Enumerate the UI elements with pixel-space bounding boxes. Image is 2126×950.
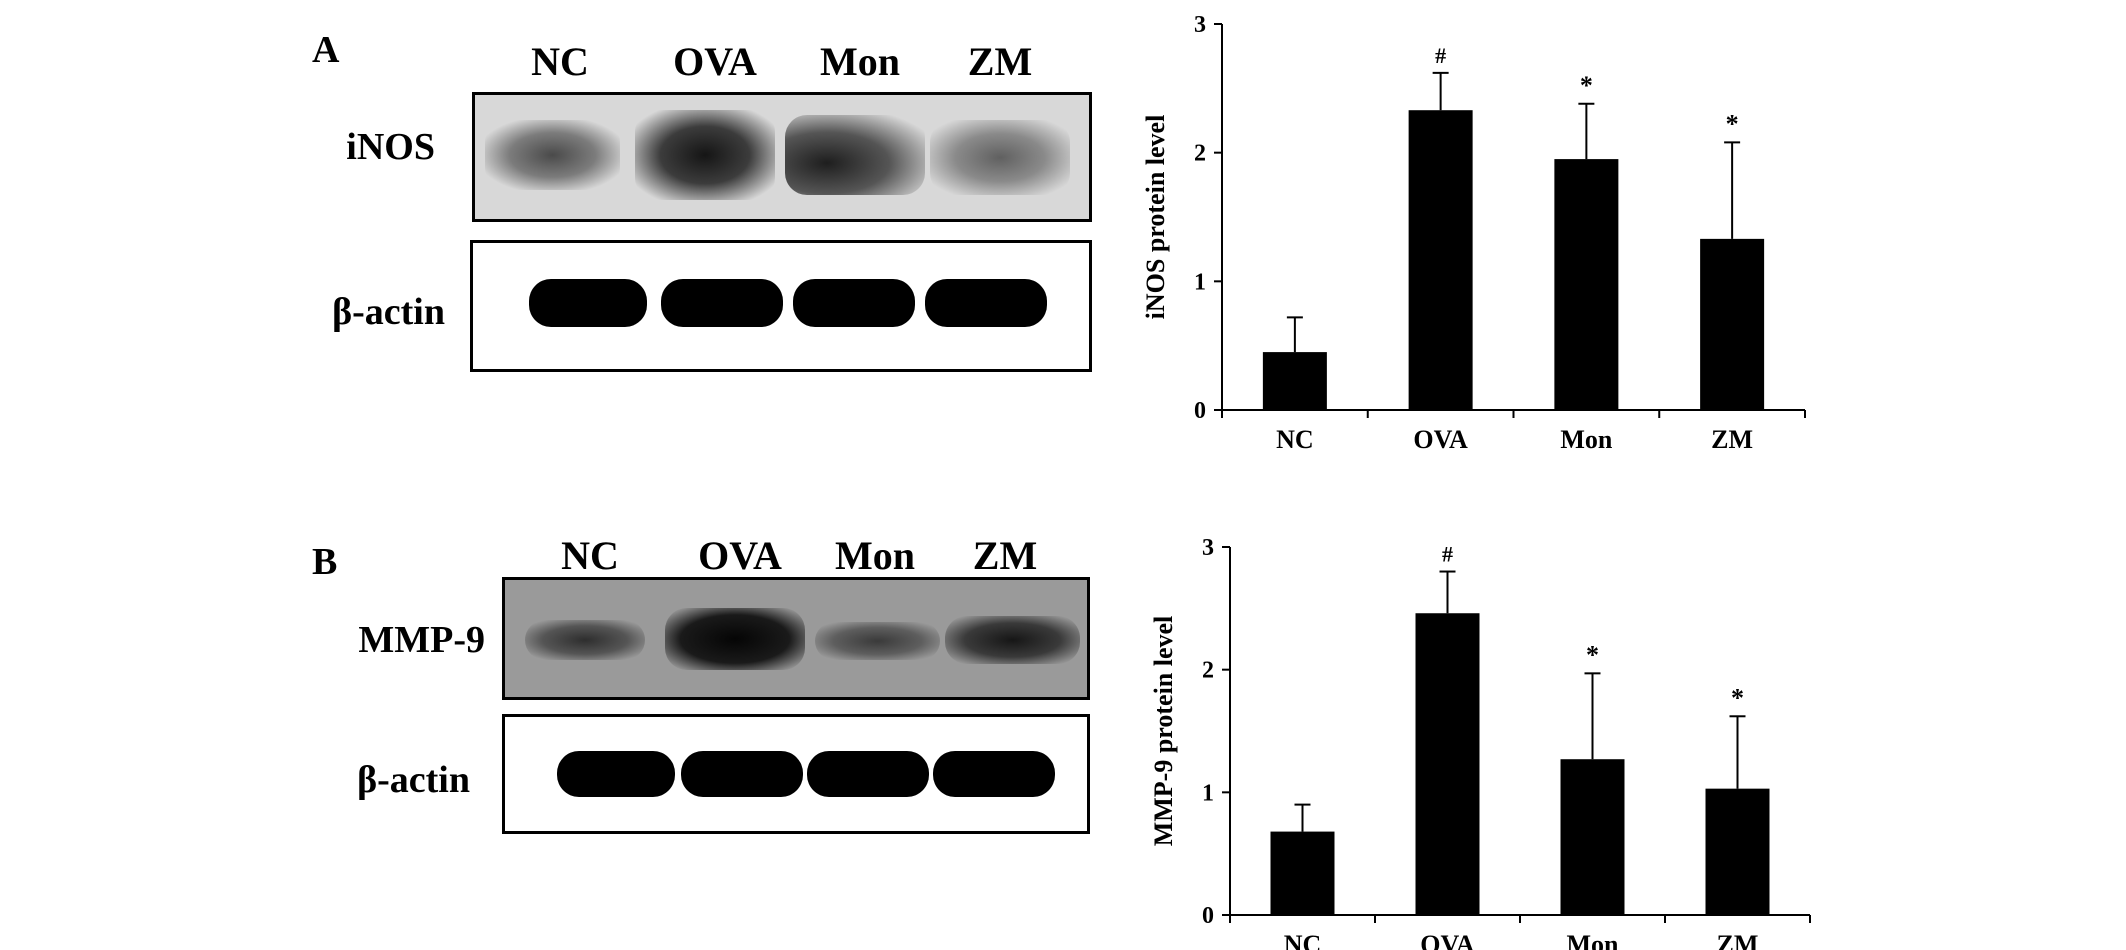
actin-band-ova-a	[661, 279, 783, 327]
y-axis-label: MMP-9 protein level	[1149, 616, 1178, 847]
inos-band-nc	[485, 120, 620, 190]
inos-band-ova	[635, 110, 775, 200]
mmp9-band-mon	[815, 622, 940, 660]
loading-label-actin-a: β-actin	[332, 291, 445, 333]
actin-blot-a	[470, 240, 1092, 372]
lane-label-mon-b: Mon	[835, 533, 915, 578]
mmp9-band-zm	[945, 616, 1080, 664]
significance-mark: #	[1435, 43, 1446, 68]
panel-letter-a: A	[312, 29, 340, 71]
mmp9-bar-chart: 0 1 2 3 NC # OVA * Mon * ZM MMP-9 protein level	[1149, 535, 1811, 950]
lane-label-zm-b: ZM	[972, 533, 1038, 578]
x-tick-label: Mon	[1560, 425, 1613, 454]
significance-mark: #	[1442, 542, 1453, 567]
significance-mark: *	[1726, 109, 1739, 138]
inos-blot	[472, 92, 1092, 222]
significance-mark: *	[1580, 71, 1593, 100]
actin-blot-b	[502, 714, 1090, 834]
actin-band-zm-b	[933, 751, 1055, 797]
inos-band-zm	[930, 120, 1070, 195]
actin-band-mon-a	[793, 279, 915, 327]
bar-ova	[1415, 613, 1480, 915]
bar-mon	[1560, 759, 1625, 915]
y-tick-label: 1	[1194, 269, 1206, 295]
loading-label-actin-b: β-actin	[357, 759, 470, 801]
lane-label-ova-b: OVA	[698, 533, 782, 578]
panel-letter-b: B	[312, 541, 338, 583]
x-tick-label: NC	[1276, 425, 1314, 454]
actin-band-nc-a	[529, 279, 647, 327]
x-tick-label: OVA	[1413, 425, 1468, 454]
mmp9-blot	[502, 577, 1090, 700]
significance-mark: *	[1586, 640, 1599, 669]
lane-label-ova: OVA	[673, 39, 757, 84]
x-tick-label: Mon	[1567, 930, 1620, 950]
mmp9-band-nc	[525, 620, 645, 660]
actin-band-ova-b	[681, 751, 803, 797]
bar-nc	[1270, 831, 1335, 915]
y-axis-label: iNOS protein level	[1141, 115, 1170, 320]
bar-nc	[1262, 352, 1327, 410]
mmp9-band-ova	[665, 608, 805, 670]
actin-band-nc-b	[557, 751, 675, 797]
actin-band-zm-a	[925, 279, 1047, 327]
x-tick-label: NC	[1284, 930, 1322, 950]
inos-bar-chart: 0 1 2 3 NC # OVA * Mon * ZM iNOS protein level	[1141, 12, 1806, 454]
lane-label-nc: NC	[531, 39, 589, 84]
x-tick-label: ZM	[1711, 425, 1753, 454]
y-tick-label: 0	[1202, 903, 1214, 929]
y-tick-label: 3	[1202, 535, 1214, 561]
lane-label-mon: Mon	[820, 39, 900, 84]
bar-zm	[1700, 238, 1765, 410]
y-tick-label: 0	[1194, 398, 1206, 424]
actin-band-mon-b	[807, 751, 929, 797]
y-tick-label: 2	[1202, 658, 1214, 684]
bar-ova	[1408, 110, 1473, 410]
target-label-mmp9: MMP-9	[358, 619, 485, 661]
significance-mark: *	[1731, 683, 1744, 712]
x-tick-label: ZM	[1717, 930, 1759, 950]
y-tick-label: 3	[1194, 12, 1206, 38]
y-tick-label: 1	[1202, 780, 1214, 806]
target-label-inos: iNOS	[346, 126, 435, 168]
y-tick-label: 2	[1194, 141, 1206, 167]
bar-zm	[1705, 788, 1770, 915]
inos-band-mon	[785, 115, 925, 195]
x-tick-label: OVA	[1420, 930, 1475, 950]
bar-mon	[1554, 159, 1619, 410]
lane-label-nc-b: NC	[561, 533, 619, 578]
lane-label-zm: ZM	[967, 39, 1033, 84]
